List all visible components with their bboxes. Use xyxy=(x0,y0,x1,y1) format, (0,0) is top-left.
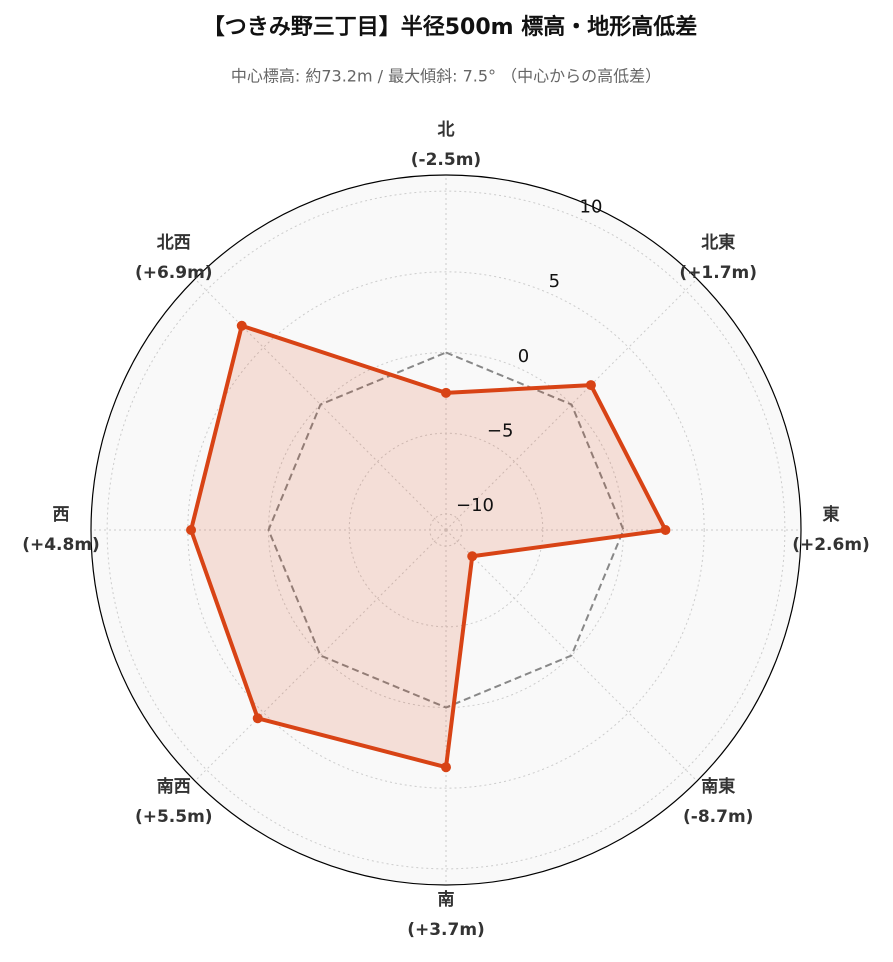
r-tick-label: −10 xyxy=(456,495,494,516)
category-label: 西 xyxy=(53,505,70,525)
data-point xyxy=(585,380,596,391)
data-point xyxy=(236,320,247,331)
r-tick-label: 10 xyxy=(580,197,603,218)
plot-outline xyxy=(90,174,802,886)
data-point xyxy=(441,762,451,773)
r-tick-label: 5 xyxy=(549,271,560,292)
category-label: 北西 xyxy=(157,233,191,253)
value-label: (-2.5m) xyxy=(411,150,481,170)
data-point xyxy=(252,713,263,724)
chart-title: 【つきみ野三丁目】半径500m 標高・地形高低差 xyxy=(203,14,698,40)
category-label: 北東 xyxy=(701,232,735,253)
category-label: 南東 xyxy=(701,776,735,797)
value-label: (+4.8m) xyxy=(22,535,100,555)
category-label: 南西 xyxy=(157,776,191,797)
value-label: (-8.7m) xyxy=(683,807,753,827)
baseline xyxy=(267,351,625,709)
grid-circle xyxy=(106,190,786,870)
grid-spoke xyxy=(194,529,447,782)
data-point xyxy=(441,387,451,398)
category-label: 北 xyxy=(438,120,455,140)
data-point xyxy=(660,525,671,535)
category-label: 南 xyxy=(438,889,455,910)
grid-spoke xyxy=(445,278,698,531)
value-label: (+6.9m) xyxy=(135,263,213,283)
chart-subtitle: 中心標高: 約73.2m / 最大傾斜: 7.5° （中心からの高低差） xyxy=(231,67,661,86)
grid-spoke xyxy=(445,529,698,782)
r-tick-label: 0 xyxy=(518,346,529,367)
grid-spoke xyxy=(194,278,447,531)
value-label: (+5.5m) xyxy=(135,807,213,827)
value-label: (+3.7m) xyxy=(407,920,485,940)
data-point xyxy=(186,525,197,535)
data-point xyxy=(467,551,478,562)
value-label: (+1.7m) xyxy=(679,263,757,283)
value-label: (+2.6m) xyxy=(792,535,870,555)
r-tick-label: −5 xyxy=(487,420,514,441)
category-label: 東 xyxy=(823,504,840,525)
